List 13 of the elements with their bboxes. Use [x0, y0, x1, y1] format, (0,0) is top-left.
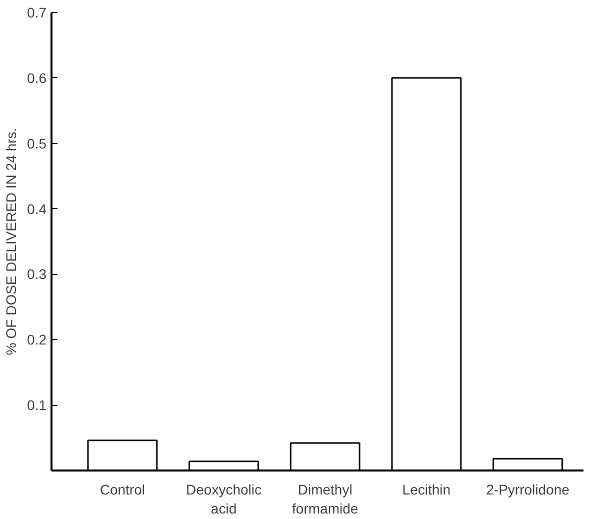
x-tick-label: Control [100, 482, 146, 498]
y-tick-label: 0.5 [27, 135, 47, 152]
y-tick-label: 0.2 [27, 332, 47, 348]
y-tick-label: 0.6 [27, 70, 47, 86]
x-tick-label: Deoxycholic acid [186, 482, 262, 517]
y-tick-label: 0.7 [27, 4, 47, 20]
x-tick-label: Dimethyl formamide [292, 482, 358, 517]
x-tick-label: Lecithin [402, 482, 451, 498]
y-axis-title: % OF DOSE DELIVERED IN 24 hrs. [3, 128, 20, 356]
x-tick-label: 2-Pyrrolidone [486, 482, 570, 498]
y-tick-label: 0.3 [27, 266, 47, 282]
y-tick-label: 0.4 [27, 200, 47, 217]
y-tick-label: 0.1 [27, 397, 47, 414]
